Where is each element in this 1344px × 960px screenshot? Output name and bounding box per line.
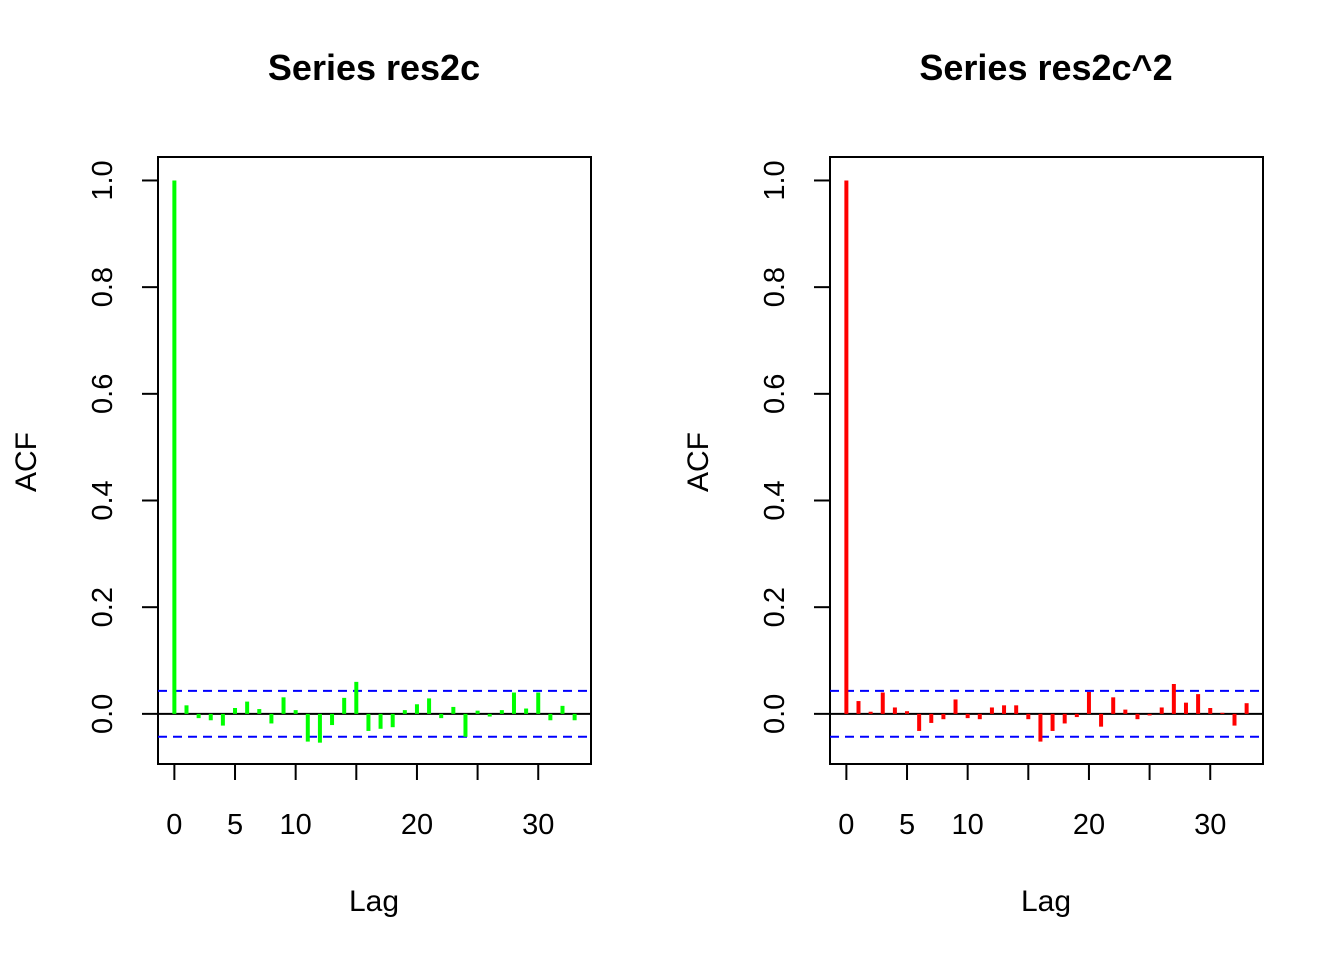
y-tick-label: 0.4 bbox=[759, 480, 791, 520]
x-tick-label: 0 bbox=[166, 809, 182, 841]
plot-area: 0 5 10 20 30 0.0 0.2 0.4 0.6 0.8 1.0 bbox=[87, 156, 592, 841]
x-tick-label: 0 bbox=[838, 809, 854, 841]
y-tick-label: 0.0 bbox=[87, 694, 119, 734]
acf-panel-res2c: Series res2c Lag ACF 0 5 10 20 30 0.0 0.2 0.4 0.… bbox=[10, 47, 592, 918]
plot-area: 0 5 10 20 30 0.0 0.2 0.4 0.6 0.8 1.0 bbox=[759, 156, 1264, 841]
plot-frame bbox=[157, 156, 592, 765]
plot-frame bbox=[829, 156, 1264, 765]
x-tick-label: 20 bbox=[1073, 809, 1105, 841]
chart-title: Series res2c bbox=[268, 47, 480, 88]
x-tick-label: 30 bbox=[1194, 809, 1226, 841]
y-tick-label: 0.2 bbox=[759, 587, 791, 627]
y-tick-label: 0.6 bbox=[87, 374, 119, 414]
y-tick-label: 0.8 bbox=[87, 267, 119, 307]
y-tick-label: 1.0 bbox=[759, 160, 791, 200]
x-tick-label: 10 bbox=[952, 809, 984, 841]
y-axis-label: ACF bbox=[10, 432, 43, 492]
x-axis-label: Lag bbox=[1021, 885, 1071, 918]
y-tick-label: 0.2 bbox=[87, 587, 119, 627]
y-axis-label: ACF bbox=[682, 432, 715, 492]
y-tick-label: 1.0 bbox=[87, 160, 119, 200]
y-tick-label: 0.4 bbox=[87, 480, 119, 520]
x-tick-label: 30 bbox=[522, 809, 554, 841]
x-tick-label: 10 bbox=[280, 809, 312, 841]
y-tick-label: 0.6 bbox=[759, 374, 791, 414]
chart-title: Series res2c^2 bbox=[919, 47, 1172, 88]
y-tick-label: 0.8 bbox=[759, 267, 791, 307]
x-tick-label: 20 bbox=[401, 809, 433, 841]
y-tick-label: 0.0 bbox=[759, 694, 791, 734]
x-axis-label: Lag bbox=[349, 885, 399, 918]
acf-panel-res2c-squared: Series res2c^2 Lag ACF 0 5 10 20 30 0.0 0.2 0.4… bbox=[682, 47, 1264, 918]
x-tick-label: 5 bbox=[227, 809, 243, 841]
x-tick-label: 5 bbox=[899, 809, 915, 841]
